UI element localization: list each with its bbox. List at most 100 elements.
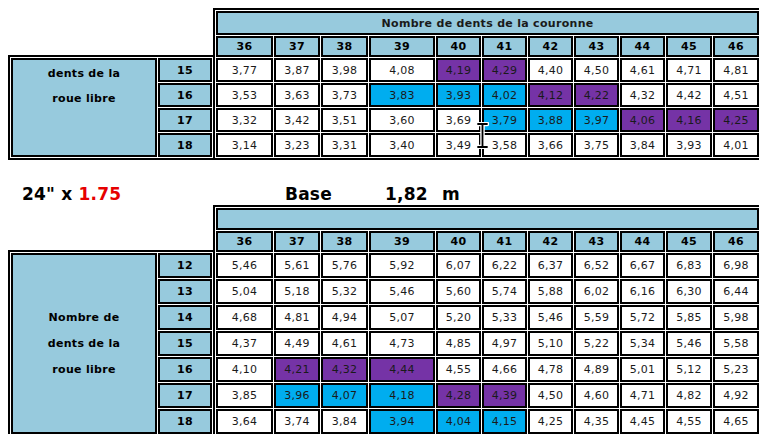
cell-r15-c44[interactable]: 4,61 xyxy=(620,58,665,82)
cell-r15-c36[interactable]: 4,37 xyxy=(216,331,273,356)
cell-r16-c41[interactable]: 4,02 xyxy=(482,83,527,107)
cell-r17-c46[interactable]: 4,92 xyxy=(713,383,759,408)
cell-r15-c36[interactable]: 3,77 xyxy=(216,58,273,82)
column-header-40[interactable]: 40 xyxy=(436,231,481,252)
row-header-16[interactable]: 16 xyxy=(158,357,212,382)
cell-r16-c40[interactable]: 4,55 xyxy=(436,357,481,382)
cell-r18-c36[interactable]: 3,14 xyxy=(216,133,273,157)
cell-r18-c44[interactable]: 4,45 xyxy=(620,409,665,434)
cell-r17-c45[interactable]: 4,16 xyxy=(666,108,712,132)
cell-r15-c45[interactable]: 4,71 xyxy=(666,58,712,82)
cell-r16-c36[interactable]: 3,53 xyxy=(216,83,273,107)
cell-r16-c39[interactable]: 4,44 xyxy=(369,357,435,382)
cell-r14-c45[interactable]: 5,85 xyxy=(666,305,712,330)
cell-r18-c40[interactable]: 4,04 xyxy=(436,409,481,434)
cell-r14-c43[interactable]: 5,59 xyxy=(574,305,619,330)
cell-r12-c36[interactable]: 5,46 xyxy=(216,253,273,278)
cell-r18-c44[interactable]: 3,84 xyxy=(620,133,665,157)
cell-r18-c45[interactable]: 4,55 xyxy=(666,409,712,434)
cell-r18-c38[interactable]: 3,84 xyxy=(321,409,368,434)
cell-r17-c37[interactable]: 3,96 xyxy=(274,383,320,408)
cell-r16-c46[interactable]: 4,51 xyxy=(713,83,759,107)
cell-r13-c43[interactable]: 6,02 xyxy=(574,279,619,304)
cell-r14-c36[interactable]: 4,68 xyxy=(216,305,273,330)
cell-r12-c44[interactable]: 6,67 xyxy=(620,253,665,278)
cell-r17-c39[interactable]: 3,60 xyxy=(369,108,435,132)
base-label-cell[interactable]: Base xyxy=(285,184,332,204)
wheel-size-cell[interactable]: 24" x 1.75 xyxy=(22,184,121,204)
cell-r18-c42[interactable]: 4,25 xyxy=(528,409,573,434)
cell-r18-c37[interactable]: 3,23 xyxy=(274,133,320,157)
cell-r12-c38[interactable]: 5,76 xyxy=(321,253,368,278)
column-header-37[interactable]: 37 xyxy=(274,36,320,57)
row-header-15[interactable]: 15 xyxy=(158,331,212,356)
column-header-45[interactable]: 45 xyxy=(666,36,712,57)
cell-r14-c44[interactable]: 5,72 xyxy=(620,305,665,330)
cell-r15-c40[interactable]: 4,85 xyxy=(436,331,481,356)
cell-r13-c42[interactable]: 5,88 xyxy=(528,279,573,304)
cell-r16-c44[interactable]: 4,32 xyxy=(620,83,665,107)
cell-r13-c38[interactable]: 5,32 xyxy=(321,279,368,304)
cell-r13-c46[interactable]: 6,44 xyxy=(713,279,759,304)
cell-r17-c38[interactable]: 3,51 xyxy=(321,108,368,132)
cell-r17-c43[interactable]: 4,60 xyxy=(574,383,619,408)
cell-r18-c38[interactable]: 3,31 xyxy=(321,133,368,157)
cell-r15-c42[interactable]: 5,10 xyxy=(528,331,573,356)
cell-r12-c41[interactable]: 6,22 xyxy=(482,253,527,278)
cell-r12-c39[interactable]: 5,92 xyxy=(369,253,435,278)
row-header-18[interactable]: 18 xyxy=(158,409,212,434)
cell-r13-c45[interactable]: 6,30 xyxy=(666,279,712,304)
cell-r16-c38[interactable]: 4,32 xyxy=(321,357,368,382)
column-header-46[interactable]: 46 xyxy=(713,36,759,57)
column-header-36[interactable]: 36 xyxy=(216,36,273,57)
cell-r12-c45[interactable]: 6,83 xyxy=(666,253,712,278)
cell-r18-c37[interactable]: 3,74 xyxy=(274,409,320,434)
cell-r17-c44[interactable]: 4,71 xyxy=(620,383,665,408)
column-header-42[interactable]: 42 xyxy=(528,231,573,252)
column-header-37[interactable]: 37 xyxy=(274,231,320,252)
cell-r16-c41[interactable]: 4,66 xyxy=(482,357,527,382)
row-header-12[interactable]: 12 xyxy=(158,253,212,278)
cell-r17-c36[interactable]: 3,85 xyxy=(216,383,273,408)
cell-r15-c42[interactable]: 4,40 xyxy=(528,58,573,82)
side-label-cell[interactable]: Nombre dedents de laroue libre xyxy=(11,253,157,434)
column-header-41[interactable]: 41 xyxy=(482,36,527,57)
row-header-17[interactable]: 17 xyxy=(158,108,212,132)
cell-r14-c42[interactable]: 5,46 xyxy=(528,305,573,330)
column-header-41[interactable]: 41 xyxy=(482,231,527,252)
cell-r17-c42[interactable]: 3,88 xyxy=(528,108,573,132)
cell-r14-c41[interactable]: 5,33 xyxy=(482,305,527,330)
cell-r18-c43[interactable]: 4,35 xyxy=(574,409,619,434)
cell-r17-c45[interactable]: 4,82 xyxy=(666,383,712,408)
base-unit-cell[interactable]: m xyxy=(442,184,460,204)
cell-r15-c37[interactable]: 3,87 xyxy=(274,58,320,82)
cell-r14-c39[interactable]: 5,07 xyxy=(369,305,435,330)
cell-r18-c40[interactable]: 3,49 xyxy=(436,133,481,157)
cell-r16-c45[interactable]: 5,12 xyxy=(666,357,712,382)
cell-r15-c37[interactable]: 4,49 xyxy=(274,331,320,356)
cell-r15-c39[interactable]: 4,08 xyxy=(369,58,435,82)
cell-r16-c37[interactable]: 4,21 xyxy=(274,357,320,382)
cell-r18-c36[interactable]: 3,64 xyxy=(216,409,273,434)
cell-r15-c38[interactable]: 3,98 xyxy=(321,58,368,82)
column-header-45[interactable]: 45 xyxy=(666,231,712,252)
cell-r18-c41[interactable]: 4,15 xyxy=(482,409,527,434)
cell-r15-c46[interactable]: 4,81 xyxy=(713,58,759,82)
cell-r17-c40[interactable]: 3,69 xyxy=(436,108,481,132)
cell-r16-c44[interactable]: 5,01 xyxy=(620,357,665,382)
cell-r13-c37[interactable]: 5,18 xyxy=(274,279,320,304)
cell-r12-c46[interactable]: 6,98 xyxy=(713,253,759,278)
row-header-14[interactable]: 14 xyxy=(158,305,212,330)
side-label-cell[interactable]: dents de laroue libre xyxy=(11,58,157,157)
cell-r18-c43[interactable]: 3,75 xyxy=(574,133,619,157)
column-header-44[interactable]: 44 xyxy=(620,231,665,252)
cell-r18-c39[interactable]: 3,40 xyxy=(369,133,435,157)
cell-r16-c43[interactable]: 4,22 xyxy=(574,83,619,107)
cell-r16-c37[interactable]: 3,63 xyxy=(274,83,320,107)
cell-r18-c46[interactable]: 4,65 xyxy=(713,409,759,434)
cell-r12-c40[interactable]: 6,07 xyxy=(436,253,481,278)
cell-r13-c41[interactable]: 5,74 xyxy=(482,279,527,304)
cell-r16-c38[interactable]: 3,73 xyxy=(321,83,368,107)
cell-r18-c39[interactable]: 3,94 xyxy=(369,409,435,434)
column-header-40[interactable]: 40 xyxy=(436,36,481,57)
